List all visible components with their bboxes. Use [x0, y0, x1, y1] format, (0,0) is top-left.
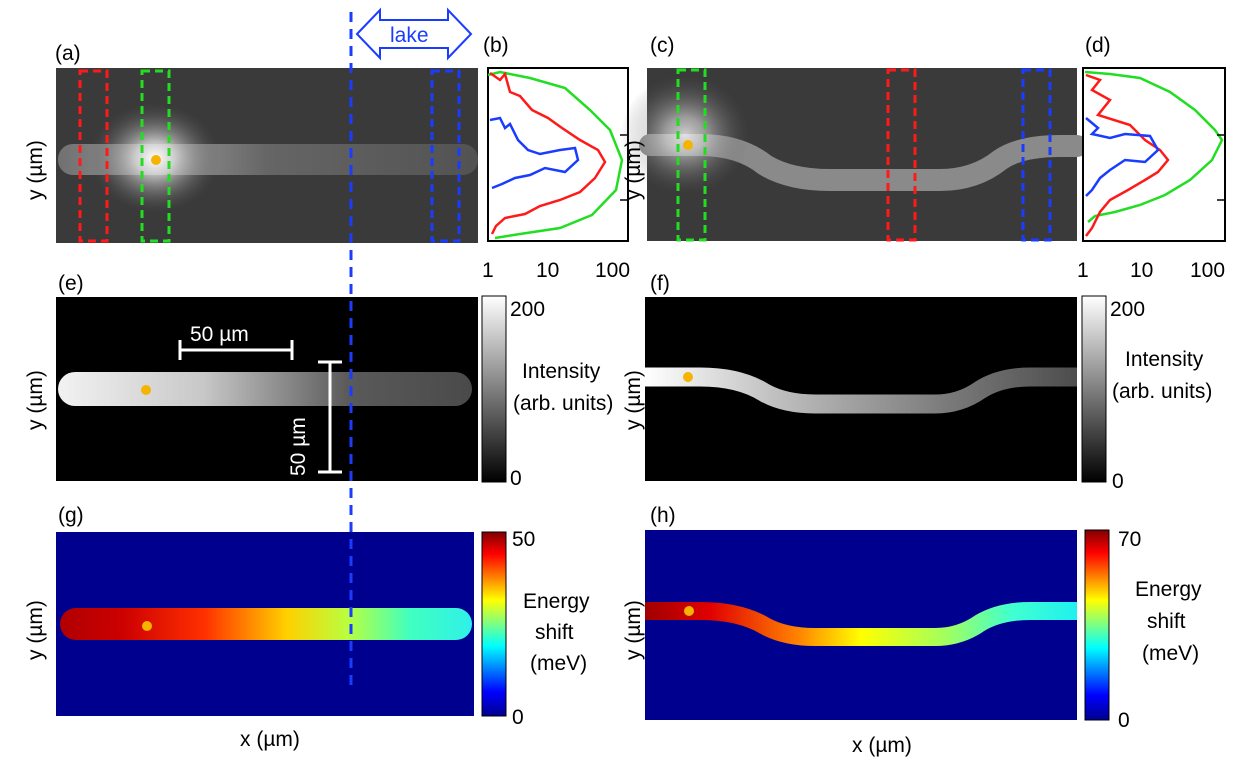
- energy-colorbar-right: [1084, 529, 1110, 721]
- profile-d-green-curve: [1084, 70, 1224, 223]
- image-f-channel: [645, 367, 1077, 414]
- panel-g: (g) 50 0 Energy shift (meV) x (µm): [56, 504, 590, 751]
- image-c-glow: [620, 75, 750, 195]
- intensity-colorbar-right-min: 0: [1112, 470, 1124, 493]
- panel-label-c: (c): [650, 34, 675, 57]
- panel-d: (d) 1 10 100: [1077, 34, 1226, 282]
- lake-double-arrow: [355, 7, 473, 61]
- panel-f: (f) 200 0 Intensity (arb. units): [645, 272, 1212, 493]
- energy-colorbar-right-min: 0: [1118, 709, 1130, 732]
- profile-b-tick-label-1: 1: [482, 259, 494, 282]
- intensity-colorbar-left-min: 0: [510, 467, 522, 490]
- green-roi-box-a: [140, 69, 171, 243]
- scale-bar-vertical-label: 50 µm: [287, 417, 310, 476]
- image-h-channel: [645, 602, 1077, 646]
- energy-colorbar-left-max: 50: [512, 528, 535, 551]
- panel-label-g: (g): [58, 504, 84, 527]
- panel-label-f: (f): [650, 272, 670, 295]
- profile-d-tick-label-10: 10: [1130, 259, 1153, 282]
- red-roi-box-c: [886, 68, 917, 242]
- energy-colorbar-right-label-1: Energy: [1135, 578, 1202, 601]
- profile-b-axes: [487, 67, 629, 242]
- energy-colorbar-right-label-2: shift: [1147, 610, 1186, 633]
- x-axis-label-left: x (µm): [240, 728, 300, 751]
- profile-b-tick-label-10: 10: [536, 259, 559, 282]
- image-g-channel: [60, 608, 472, 640]
- intensity-colorbar-right-label-1: Intensity: [1125, 348, 1204, 371]
- profile-b-red-curve: [489, 71, 607, 235]
- panel-label-a: (a): [55, 42, 81, 65]
- pump-spot-g: [142, 621, 152, 631]
- profile-b-green-curve: [487, 70, 624, 240]
- profile-d-red-curve: [1085, 73, 1170, 237]
- pump-spot-e: [141, 385, 151, 395]
- y-axis-label-f: y (µm): [622, 370, 645, 430]
- energy-colorbar-right-max: 70: [1118, 528, 1141, 551]
- green-roi-box-c: [676, 68, 707, 242]
- intensity-colorbar-right-label-2: (arb. units): [1112, 380, 1212, 403]
- panel-e: (e) 50 µm 50 µm 200 0 Intensity (arb. un…: [56, 272, 613, 490]
- intensity-colorbar-left-label-1: Intensity: [522, 360, 601, 383]
- pump-spot-a: [151, 155, 161, 165]
- energy-colorbar-left-label-1: Energy: [523, 590, 590, 613]
- profile-d-tick-label-1: 1: [1077, 259, 1089, 282]
- panel-label-b: (b): [483, 34, 509, 57]
- image-f-background: [645, 297, 1077, 481]
- intensity-colorbar-left-label-2: (arb. units): [513, 392, 613, 415]
- image-h-background: [645, 530, 1077, 720]
- scale-bar-horizontal-label: 50 µm: [190, 323, 249, 346]
- intensity-colorbar-right-max: 200: [1110, 298, 1145, 321]
- y-axis-label-c: y (µm): [622, 140, 645, 200]
- y-axis-label-h: y (µm): [622, 600, 645, 660]
- y-axis-label-e: y (µm): [24, 370, 47, 430]
- energy-colorbar-left-min: 0: [512, 706, 524, 729]
- blue-roi-box-c: [1021, 68, 1052, 242]
- profile-d-tick-label-100: 100: [1190, 259, 1225, 282]
- lake-label: lake: [390, 24, 429, 47]
- image-e-channel: [58, 372, 472, 406]
- intensity-colorbar-left: [481, 295, 507, 483]
- pump-spot-f: [683, 372, 693, 382]
- y-axis-label-g: y (µm): [24, 600, 47, 660]
- energy-colorbar-left-label-2: shift: [535, 621, 574, 644]
- pump-spot-c: [683, 140, 693, 150]
- red-roi-box-a: [78, 69, 109, 243]
- y-axis-label-a: y (µm): [24, 140, 47, 200]
- panel-label-h: (h): [650, 504, 676, 527]
- energy-colorbar-left: [481, 531, 507, 717]
- panel-label-e: (e): [58, 272, 84, 295]
- energy-colorbar-right-label-3: (meV): [1142, 642, 1199, 665]
- x-axis-label-right: x (µm): [852, 734, 912, 757]
- panel-c: (c): [620, 34, 1088, 242]
- pump-spot-h: [684, 606, 694, 616]
- panel-b: (b) 1 10 100: [482, 34, 630, 282]
- panel-h: (h) 70 0 Energy shift (meV) x (µm): [645, 504, 1202, 757]
- profile-d-blue-curve: [1085, 117, 1160, 197]
- panel-label-d: (d): [1085, 34, 1111, 57]
- energy-colorbar-left-label-3: (meV): [530, 652, 587, 675]
- panel-a: (a): [55, 42, 478, 243]
- intensity-colorbar-left-max: 200: [510, 298, 545, 321]
- blue-roi-box-a: [430, 69, 461, 243]
- profile-b-tick-label-100: 100: [595, 259, 630, 282]
- intensity-colorbar-right: [1081, 295, 1107, 483]
- profile-b-blue-curve: [489, 116, 580, 190]
